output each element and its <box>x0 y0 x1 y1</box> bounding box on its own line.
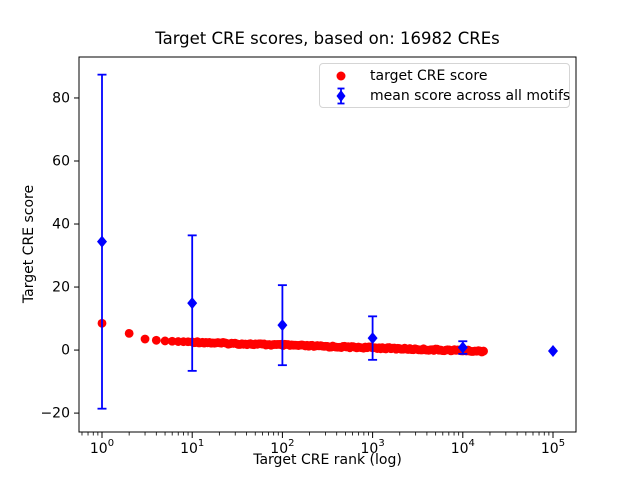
y-tick-label: 0 <box>61 343 70 359</box>
y-tick-label: 60 <box>52 153 70 169</box>
x-axis: 100 101 102 103 104 105 <box>81 432 565 457</box>
blue-diamond-errorbar-marker-icon <box>328 86 354 106</box>
blue-diamond <box>97 235 108 248</box>
y-axis: −20 0 20 40 60 80 <box>40 90 79 422</box>
y-tick-label: 20 <box>52 280 70 296</box>
red-dot <box>124 328 134 338</box>
x-tick-label: 100 <box>90 438 114 457</box>
x-tick-label: 102 <box>270 438 294 457</box>
legend-entry-mean-score: mean score across all motifs <box>328 86 570 106</box>
x-tick-label: 101 <box>180 438 204 457</box>
x-tick-label: 105 <box>541 438 565 457</box>
x-tick-label: 103 <box>360 438 384 457</box>
red-dot <box>479 346 488 356</box>
red-dot <box>140 334 150 344</box>
y-tick-label: −20 <box>40 406 70 422</box>
red-dot <box>160 336 170 346</box>
red-dot <box>151 335 161 345</box>
x-tick-label: 104 <box>451 438 475 457</box>
y-tick-label: 80 <box>52 90 70 106</box>
blue-diamond <box>187 297 198 310</box>
legend-entry-target-cre-score: target CRE score <box>328 66 561 86</box>
red-scatter-series <box>97 318 488 357</box>
red-circle-marker-icon <box>328 66 354 86</box>
blue-diamond <box>547 345 558 358</box>
axes-frame <box>78 56 577 433</box>
legend-label: mean score across all motifs <box>370 87 571 104</box>
blue-diamond <box>367 332 378 345</box>
blue-errorbar-series <box>97 73 558 410</box>
chart-title: Target CRE scores, based on: 16982 CREs <box>155 29 500 48</box>
legend-label: target CRE score <box>370 67 488 84</box>
legend: target CRE score mean score across all m… <box>319 63 570 108</box>
x-axis-label: Target CRE rank (log) <box>253 452 402 468</box>
blue-diamond <box>457 341 468 354</box>
y-tick-label: 40 <box>52 217 70 233</box>
blue-diamond <box>277 319 288 332</box>
